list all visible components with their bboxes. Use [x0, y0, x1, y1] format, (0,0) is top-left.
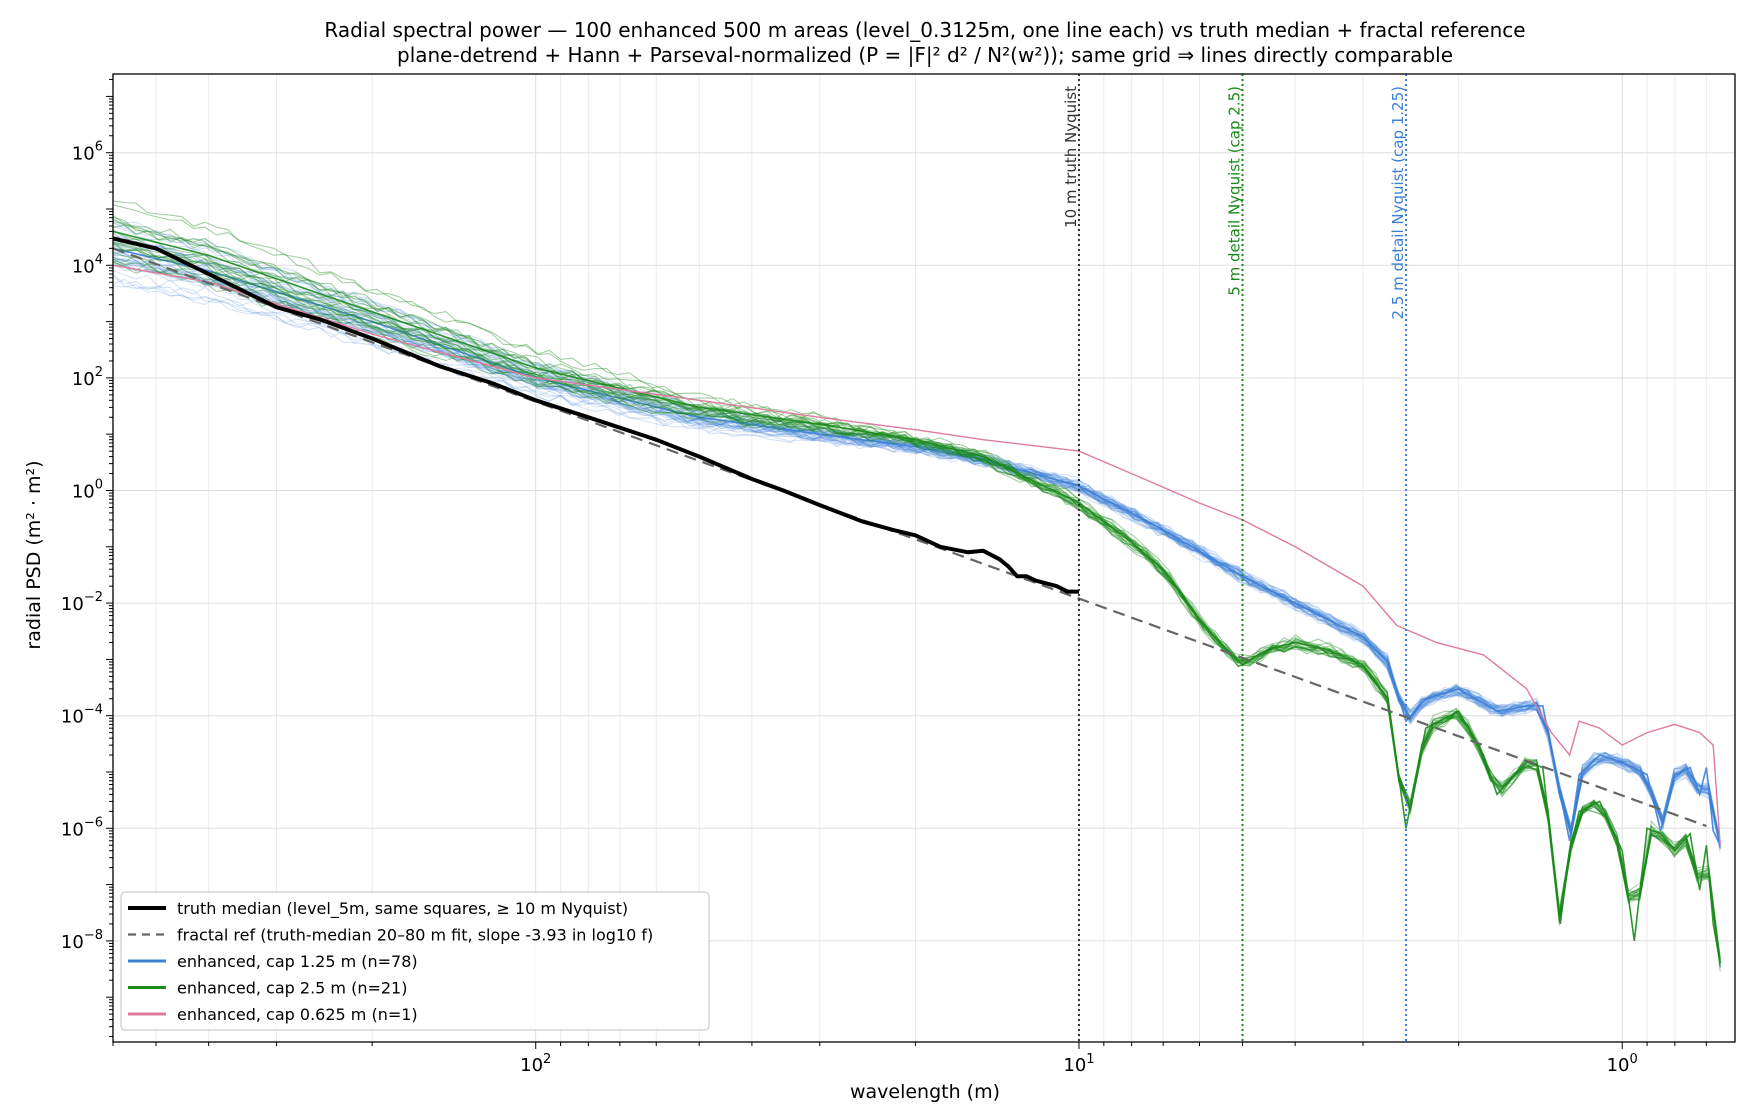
y-tick-label: 100 — [72, 477, 103, 502]
vline-label: 5 m detail Nyquist (cap 2.5) — [1226, 86, 1244, 296]
series-line — [112, 258, 1721, 844]
series-layer — [112, 200, 1721, 972]
plot-frame — [112, 73, 1736, 1043]
chart-title: Radial spectral power — 100 enhanced 500… — [324, 18, 1525, 42]
legend-label: truth median (level_5m, same squares, ≥ … — [177, 899, 628, 919]
y-axis: 106 104 102 100 10−2 10−4 10−6 10−8 — [61, 78, 113, 1038]
legend-label: enhanced, cap 2.5 m (n=21) — [177, 979, 407, 998]
legend-label: fractal ref (truth-median 20–80 m fit, s… — [177, 926, 653, 945]
series-line — [112, 236, 1079, 594]
reference-lines: 10 m truth Nyquist 5 m detail Nyquist (ca… — [1062, 74, 1408, 1042]
x-axis: 102 101 100 — [112, 1042, 1707, 1076]
series-line — [112, 230, 1721, 846]
series-line — [112, 241, 1721, 963]
plot-area — [113, 74, 1735, 1042]
y-tick-label: 102 — [72, 365, 103, 390]
series-line — [112, 238, 1721, 843]
series-line — [113, 249, 1721, 963]
series-line — [112, 236, 1721, 847]
series-line — [112, 216, 1721, 959]
legend-box — [120, 891, 710, 1031]
series-line — [112, 249, 1721, 844]
series-line — [112, 259, 1721, 965]
series-line — [112, 264, 1721, 846]
series-line — [112, 247, 1721, 846]
series-line — [112, 221, 1721, 961]
series-line — [112, 255, 1721, 962]
series-line — [112, 250, 1721, 842]
series-group — [112, 220, 1721, 854]
y-tick-label: 10−4 — [61, 703, 103, 728]
series-line — [112, 254, 1721, 849]
series-group — [112, 200, 1721, 972]
series-line — [112, 252, 1721, 846]
series-line — [112, 262, 1721, 850]
y-tick-label: 10−6 — [61, 815, 103, 840]
series-line — [112, 256, 1721, 847]
series-line — [112, 251, 1721, 962]
x-tick-label: 102 — [520, 1052, 551, 1076]
series-line — [112, 224, 1721, 968]
series-line — [112, 254, 1721, 844]
series-line — [112, 218, 1721, 959]
series-line — [112, 222, 1721, 848]
series-line — [112, 246, 1721, 842]
x-tick-label: 100 — [1607, 1052, 1638, 1076]
series-line — [112, 284, 1721, 847]
series-line — [112, 244, 1721, 843]
series-line — [113, 238, 1721, 964]
legend-label: enhanced, cap 0.625 m (n=1) — [177, 1005, 418, 1024]
series-line — [112, 232, 1721, 967]
y-tick-label: 106 — [72, 140, 103, 165]
series-line — [112, 237, 1721, 842]
y-tick-label: 10−8 — [61, 928, 103, 953]
legend-label: enhanced, cap 1.25 m (n=78) — [177, 952, 418, 971]
series-line — [112, 258, 1721, 845]
y-axis-label: radial PSD (m² · m²) — [23, 460, 45, 649]
series-line — [112, 247, 1707, 828]
series-line — [112, 243, 1721, 963]
series-line — [112, 220, 1721, 840]
series-line — [112, 258, 1721, 850]
x-tick-label: 101 — [1063, 1052, 1094, 1076]
series-line — [112, 259, 1721, 847]
series-line — [112, 215, 1721, 963]
series-line — [112, 257, 1721, 845]
series-line — [112, 242, 1721, 964]
series-line — [112, 270, 1721, 848]
series-line — [112, 260, 1721, 849]
y-tick-label: 10−2 — [61, 590, 103, 615]
series-line — [112, 230, 1721, 964]
legend: truth median (level_5m, same squares, ≥ … — [120, 891, 710, 1031]
vline-label: 10 m truth Nyquist — [1062, 86, 1080, 228]
grid — [112, 74, 1735, 1042]
series-line — [112, 236, 1721, 964]
series-line — [112, 262, 1721, 972]
chart-subtitle: plane-detrend + Hann + Parseval-normaliz… — [397, 43, 1453, 67]
x-axis-label: wavelength (m) — [850, 1081, 1000, 1103]
vline-label: 2.5 m detail Nyquist (cap 1.25) — [1389, 86, 1407, 320]
series-line — [112, 262, 1721, 849]
series-line — [112, 275, 1721, 845]
y-tick-label: 104 — [72, 252, 103, 277]
series-line — [112, 254, 1721, 850]
